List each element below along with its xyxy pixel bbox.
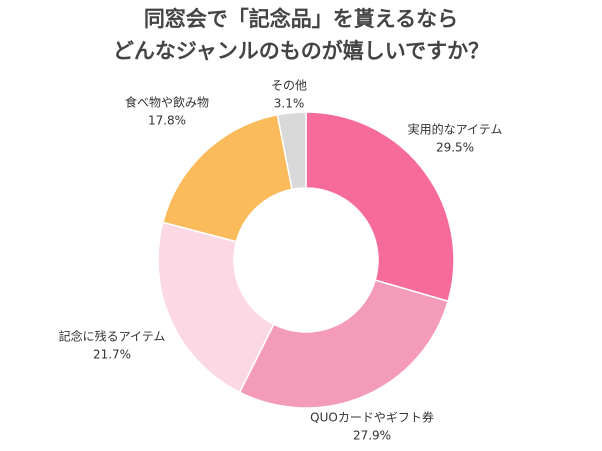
donut-slice — [238, 279, 450, 409]
donut-slice — [161, 113, 293, 243]
slice-label: QUOカードやギフト券 — [310, 410, 434, 425]
donut-slice — [276, 111, 307, 191]
chart-title: 同窓会で「記念品」を貰えるなら — [144, 7, 458, 31]
slice-value: 27.9% — [353, 429, 391, 443]
slice-label: 食べ物や飲み物 — [125, 95, 209, 110]
slice-label: 実用的なアイテム — [408, 122, 503, 137]
donut-slice — [305, 111, 455, 303]
chart-title: どんなジャンルのものが嬉しいですか？ — [113, 39, 489, 63]
slice-value: 29.5% — [436, 141, 474, 155]
slice-value: 21.7% — [93, 348, 131, 362]
slice-label: その他 — [271, 79, 307, 93]
donut-slice — [157, 221, 275, 394]
slice-value: 17.8% — [148, 114, 186, 128]
slice-value: 3.1% — [274, 97, 305, 111]
slice-label: 記念に残るアイテム — [59, 329, 166, 344]
